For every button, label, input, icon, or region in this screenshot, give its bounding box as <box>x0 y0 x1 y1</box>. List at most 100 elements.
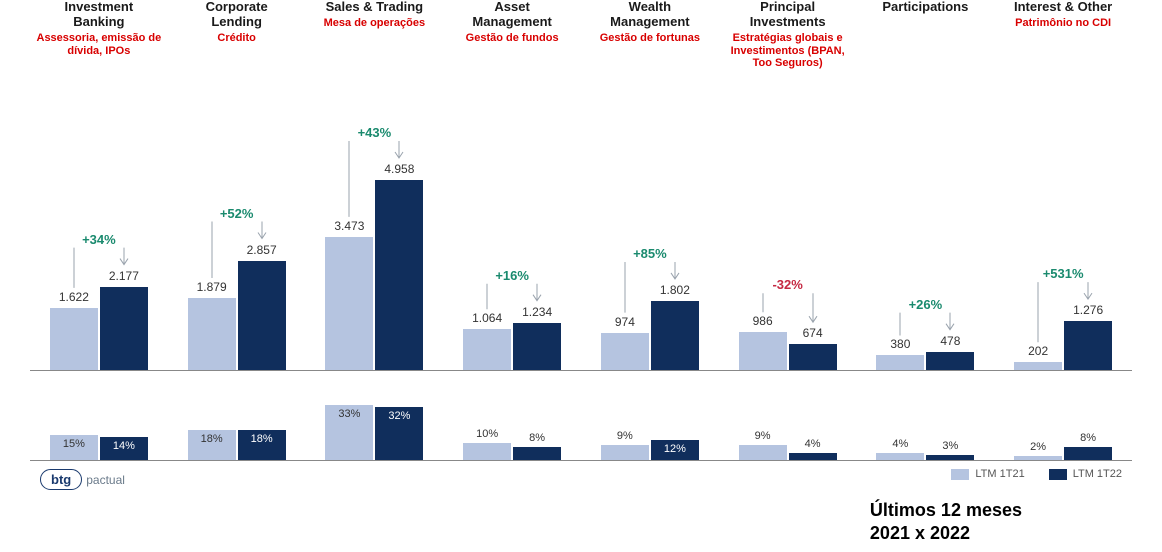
value-label: 202 <box>1028 344 1048 358</box>
value-bar-ltm-1t22: 478 <box>926 352 974 370</box>
segment-subtitle: Estratégias globais e Investimentos (BPA… <box>719 32 857 70</box>
growth-label: +52% <box>220 206 254 221</box>
value-label: 3.473 <box>334 219 364 233</box>
legend-swatch-dark <box>1049 469 1067 480</box>
value-bar-ltm-1t21: 1.622 <box>50 308 98 370</box>
value-bar-ltm-1t22: 1.234 <box>513 323 561 370</box>
segment-title: Corporate Lending <box>168 0 306 30</box>
percent-bar-pair: 2%8% <box>1014 447 1112 460</box>
chart-container: Investment BankingAssessoria, emissão de… <box>0 0 1162 552</box>
percent-bar-ltm-1t22: 18% <box>238 430 286 460</box>
percent-bar-pair: 4%3% <box>876 453 974 460</box>
segment-subtitle: Assessoria, emissão de dívida, IPOs <box>30 32 168 57</box>
percent-label: 9% <box>755 430 771 442</box>
value-bar-pair: 380478 <box>876 352 974 370</box>
segment-subtitle: Crédito <box>168 32 306 45</box>
value-bar-ltm-1t21: 3.473 <box>325 237 373 370</box>
legend-swatch-light <box>951 469 969 480</box>
percent-bar-ltm-1t22: 8% <box>513 447 561 460</box>
percent-bar-ltm-1t22: 14% <box>100 437 148 460</box>
percent-bar-ltm-1t21: 9% <box>739 445 787 460</box>
value-bar-ltm-1t22: 674 <box>789 344 837 370</box>
value-bar-ltm-1t22: 1.276 <box>1064 321 1112 370</box>
growth-label: +43% <box>358 125 392 140</box>
percent-label: 3% <box>942 440 958 452</box>
value-bar-pair: 1.6222.177 <box>50 287 148 370</box>
segment-subtitle: Mesa de operações <box>306 17 444 30</box>
segment-title: Investment Banking <box>30 0 168 30</box>
percent-label: 18% <box>201 433 223 445</box>
value-label: 2.177 <box>109 269 139 283</box>
percent-label: 18% <box>251 433 273 445</box>
growth-label: +85% <box>633 246 667 261</box>
value-bar-ltm-1t21: 380 <box>876 355 924 370</box>
percent-label: 4% <box>892 438 908 450</box>
percent-label: 15% <box>63 438 85 450</box>
percent-bar-ltm-1t22: 32% <box>375 407 423 460</box>
value-bar-ltm-1t22: 4.958 <box>375 180 423 370</box>
value-label: 1.802 <box>660 283 690 297</box>
percent-bar-pair: 9%4% <box>739 445 837 460</box>
logo-circle-text: btg <box>40 469 82 490</box>
percent-bar-ltm-1t21: 9% <box>601 445 649 460</box>
value-bar-ltm-1t21: 986 <box>739 332 787 370</box>
value-label: 2.857 <box>247 243 277 257</box>
value-bar-pair: 9741.802 <box>601 301 699 370</box>
segment-title: Principal Investments <box>719 0 857 30</box>
value-bar-ltm-1t21: 1.879 <box>188 298 236 370</box>
legend-label-2: LTM 1T22 <box>1073 468 1122 480</box>
legend-item-ltm-1t22: LTM 1T22 <box>1049 468 1122 480</box>
legend-label-1: LTM 1T21 <box>975 468 1024 480</box>
value-bar-pair: 202 1.276 <box>1014 321 1112 370</box>
value-bar-pair: 1.0641.234 <box>463 323 561 370</box>
percent-bar-pair: 18% 18% <box>188 430 286 460</box>
percent-bar-ltm-1t21: 2% <box>1014 456 1062 460</box>
percent-label: 8% <box>1080 432 1096 444</box>
value-bar-pair: 1.8792.857 <box>188 261 286 370</box>
growth-label: -32% <box>772 277 802 292</box>
percent-bar-ltm-1t22: 3% <box>926 455 974 460</box>
footer-note: Últimos 12 meses 2021 x 2022 <box>870 499 1022 544</box>
percent-label: 8% <box>529 432 545 444</box>
logo: btg pactual <box>40 469 125 490</box>
value-label: 4.958 <box>384 162 414 176</box>
value-label: 1.276 <box>1073 303 1103 317</box>
value-label: 1.622 <box>59 290 89 304</box>
percent-bar-ltm-1t22: 4% <box>789 453 837 460</box>
segment-column: Sales & TradingMesa de operações3.4734.9… <box>306 0 444 552</box>
segment-title: Participations <box>857 0 995 15</box>
growth-label: +34% <box>82 232 116 247</box>
value-label: 1.064 <box>472 311 502 325</box>
percent-label: 10% <box>476 428 498 440</box>
percent-label: 9% <box>617 430 633 442</box>
growth-label: +531% <box>1043 266 1084 281</box>
percent-bar-ltm-1t21: 10% <box>463 443 511 460</box>
percent-label: 4% <box>805 438 821 450</box>
segment-subtitle: Gestão de fortunas <box>581 32 719 45</box>
value-label: 1.879 <box>197 280 227 294</box>
percent-bar-pair: 15% 14% <box>50 435 148 460</box>
percent-label: 2% <box>1030 441 1046 453</box>
percent-bar-pair: 10%8% <box>463 443 561 460</box>
value-bar-ltm-1t22: 2.857 <box>238 261 286 370</box>
percent-bar-pair: 33% 32% <box>325 405 423 460</box>
segment-subtitle: Gestão de fundos <box>443 32 581 45</box>
legend: LTM 1T21 LTM 1T22 <box>951 468 1122 480</box>
percent-bar-ltm-1t21: 4% <box>876 453 924 460</box>
percent-label: 32% <box>388 410 410 422</box>
value-label: 674 <box>803 326 823 340</box>
value-bar-ltm-1t22: 2.177 <box>100 287 148 370</box>
growth-arrow <box>581 0 719 552</box>
value-bar-ltm-1t22: 1.802 <box>651 301 699 370</box>
value-bar-pair: 3.4734.958 <box>325 180 423 370</box>
segment-column: Asset ManagementGestão de fundos1.0641.2… <box>443 0 581 552</box>
percent-bar-ltm-1t21: 18% <box>188 430 236 460</box>
logo-text: pactual <box>86 473 125 487</box>
segment-title: Wealth Management <box>581 0 719 30</box>
legend-item-ltm-1t21: LTM 1T21 <box>951 468 1024 480</box>
percent-bar-ltm-1t22: 8% <box>1064 447 1112 460</box>
percent-bar-ltm-1t21: 33% <box>325 405 373 460</box>
value-bar-ltm-1t21: 974 <box>601 333 649 370</box>
value-bar-pair: 986674 <box>739 332 837 370</box>
growth-label: +16% <box>495 268 529 283</box>
